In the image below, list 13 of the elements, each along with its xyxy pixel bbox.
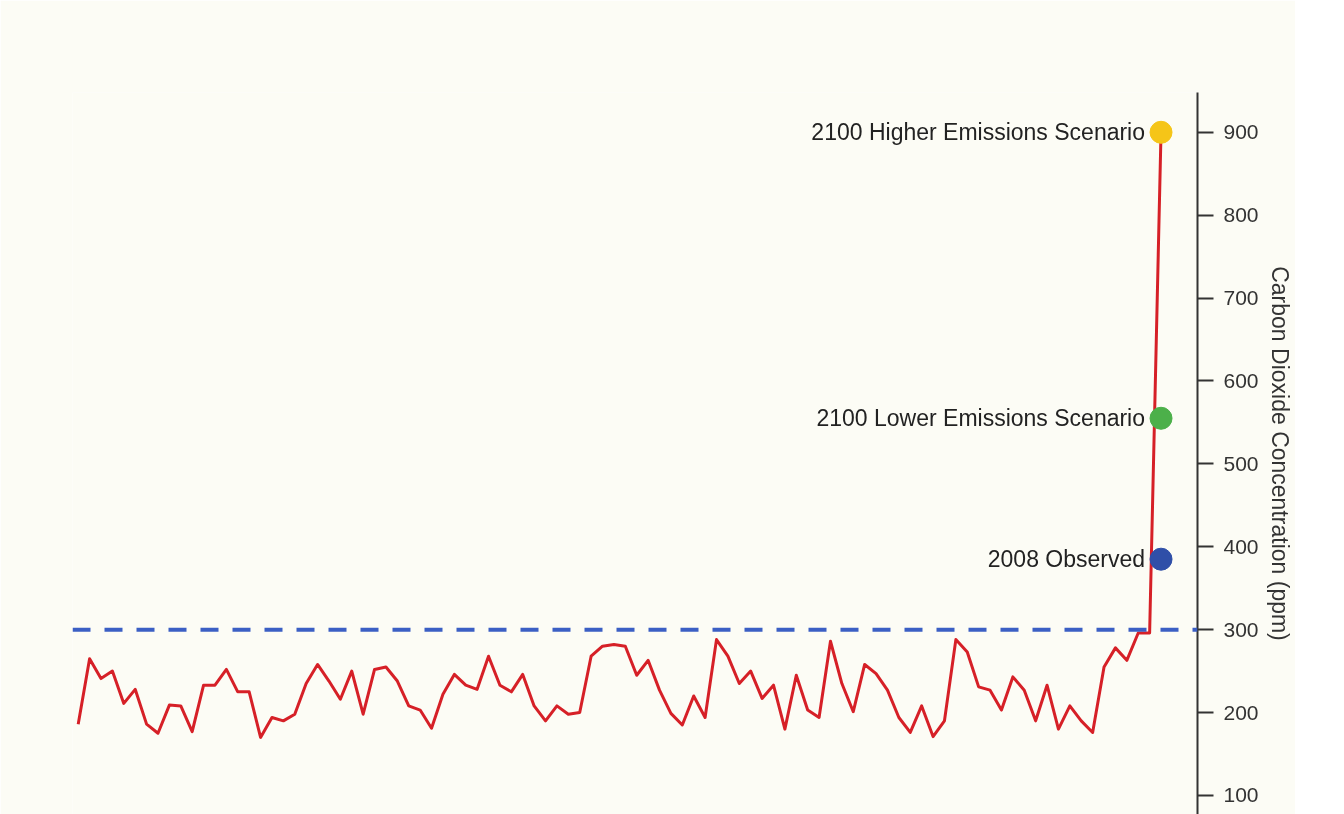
y-axis-title: Carbon Dioxide Concentration (ppm) [1266,266,1293,641]
y-tick-label: 600 [1223,368,1259,392]
y-tick-label: 200 [1223,700,1259,724]
y-tick-label: 500 [1223,451,1259,475]
y-tick-label: 300 [1223,617,1259,641]
y-tick-label: 400 [1223,534,1259,558]
y-tick-label: 100 [1223,783,1259,807]
series-label: 2100 Higher Emissions Scenario [811,119,1146,146]
series-label: 2100 Lower Emissions Scenario [816,405,1146,432]
series-label: 2008 Observed [987,546,1146,573]
y-tick-label: 800 [1223,203,1259,227]
y-tick-label: 700 [1223,286,1259,310]
y-tick-label: 900 [1223,120,1259,144]
